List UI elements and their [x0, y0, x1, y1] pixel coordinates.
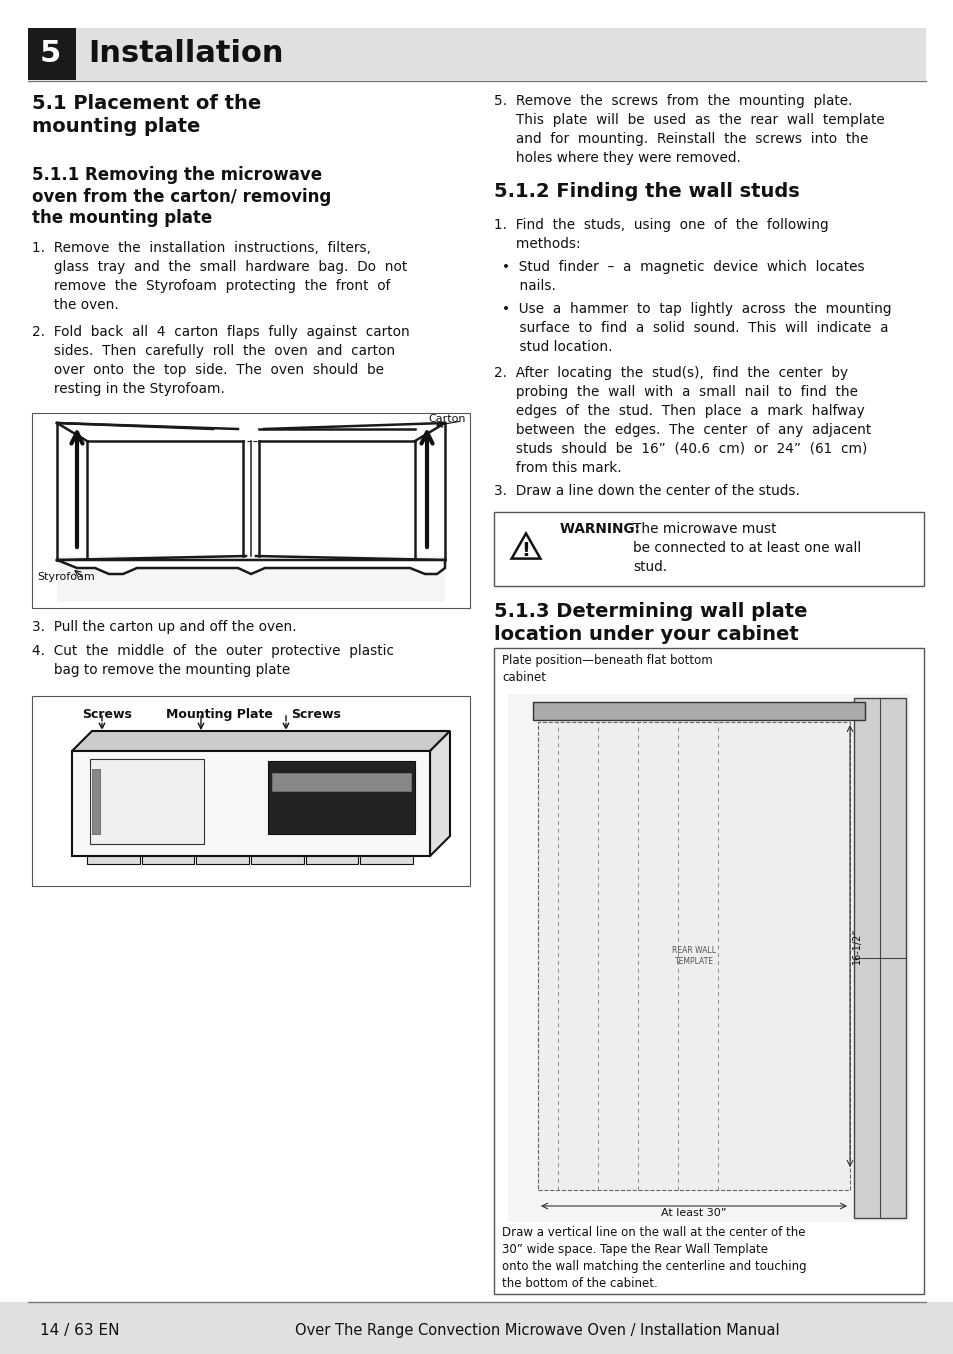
Text: Screws: Screws [291, 708, 340, 720]
Text: !: ! [521, 542, 530, 561]
Text: At least 30”: At least 30” [660, 1208, 726, 1219]
Bar [90, 760, 204, 844]
Bar [533, 701, 864, 720]
Bar [87, 856, 139, 864]
Bar [494, 649, 923, 1294]
Bar [141, 856, 194, 864]
Polygon shape [430, 731, 450, 856]
Bar [251, 856, 303, 864]
Bar [494, 512, 923, 586]
Polygon shape [71, 751, 430, 856]
Bar [0, 1303, 953, 1354]
Text: 1.  Remove  the  installation  instructions,  filters,
     glass  tray  and  th: 1. Remove the installation instructions,… [32, 241, 407, 311]
Bar [91, 769, 100, 834]
Text: 4.  Cut  the  middle  of  the  outer  protective  plastic
     bag to remove the: 4. Cut the middle of the outer protectiv… [32, 645, 394, 677]
Text: Draw a vertical line on the wall at the center of the
30” wide space. Tape the R: Draw a vertical line on the wall at the … [501, 1225, 806, 1290]
Bar [360, 856, 413, 864]
Bar [537, 722, 849, 1190]
Text: 14 / 63 EN: 14 / 63 EN [40, 1323, 119, 1338]
Text: Over The Range Convection Microwave Oven / Installation Manual: Over The Range Convection Microwave Oven… [294, 1323, 779, 1338]
Text: 5: 5 [39, 39, 61, 69]
Text: 16-1/2”: 16-1/2” [851, 927, 862, 964]
Polygon shape [57, 561, 444, 574]
Text: 5.  Remove  the  screws  from  the  mounting  plate.
     This  plate  will  be : 5. Remove the screws from the mounting p… [494, 93, 883, 165]
Text: WARNING:: WARNING: [559, 523, 644, 536]
Bar [305, 856, 358, 864]
Polygon shape [511, 533, 539, 559]
Text: Plate position—beneath flat bottom
cabinet: Plate position—beneath flat bottom cabin… [501, 654, 712, 684]
Text: 5.1.3 Determining wall plate
location under your cabinet: 5.1.3 Determining wall plate location un… [494, 603, 806, 643]
Text: Styrofoam: Styrofoam [37, 571, 94, 582]
Bar [272, 773, 411, 791]
Text: •  Use  a  hammer  to  tap  lightly  across  the  mounting
    surface  to  find: • Use a hammer to tap lightly across the… [501, 302, 890, 353]
Text: Installation: Installation [88, 39, 283, 69]
Bar [196, 856, 249, 864]
Bar [28, 28, 76, 80]
Text: 2.  After  locating  the  stud(s),  find  the  center  by
     probing  the  wal: 2. After locating the stud(s), find the … [494, 366, 870, 475]
Text: Carton: Carton [428, 414, 465, 424]
Bar [507, 695, 909, 1223]
Text: The microwave must
be connected to at least one wall
stud.: The microwave must be connected to at le… [633, 523, 861, 574]
Text: 1.  Find  the  studs,  using  one  of  the  following
     methods:: 1. Find the studs, using one of the foll… [494, 218, 828, 250]
Bar [57, 556, 444, 603]
Text: •  Stud  finder  –  a  magnetic  device  which  locates
    nails.: • Stud finder – a magnetic device which … [501, 260, 863, 292]
Text: 3.  Draw a line down the center of the studs.: 3. Draw a line down the center of the st… [494, 483, 799, 498]
Bar [28, 28, 925, 80]
Bar [32, 696, 470, 886]
Bar [853, 699, 905, 1219]
Text: Screws: Screws [82, 708, 132, 720]
Text: 5.1 Placement of the
mounting plate: 5.1 Placement of the mounting plate [32, 93, 261, 135]
Bar [32, 413, 470, 608]
Text: 5.1.1 Removing the microwave
oven from the carton/ removing
the mounting plate: 5.1.1 Removing the microwave oven from t… [32, 167, 331, 227]
Text: Mounting Plate: Mounting Plate [166, 708, 273, 720]
Text: 5.1.2 Finding the wall studs: 5.1.2 Finding the wall studs [494, 181, 799, 200]
Text: 3.  Pull the carton up and off the oven.: 3. Pull the carton up and off the oven. [32, 620, 296, 634]
Text: REAR WALL
TEMPLATE: REAR WALL TEMPLATE [671, 946, 716, 965]
Text: 2.  Fold  back  all  4  carton  flaps  fully  against  carton
     sides.  Then : 2. Fold back all 4 carton flaps fully ag… [32, 325, 410, 395]
Polygon shape [71, 731, 450, 751]
Bar [268, 761, 415, 834]
